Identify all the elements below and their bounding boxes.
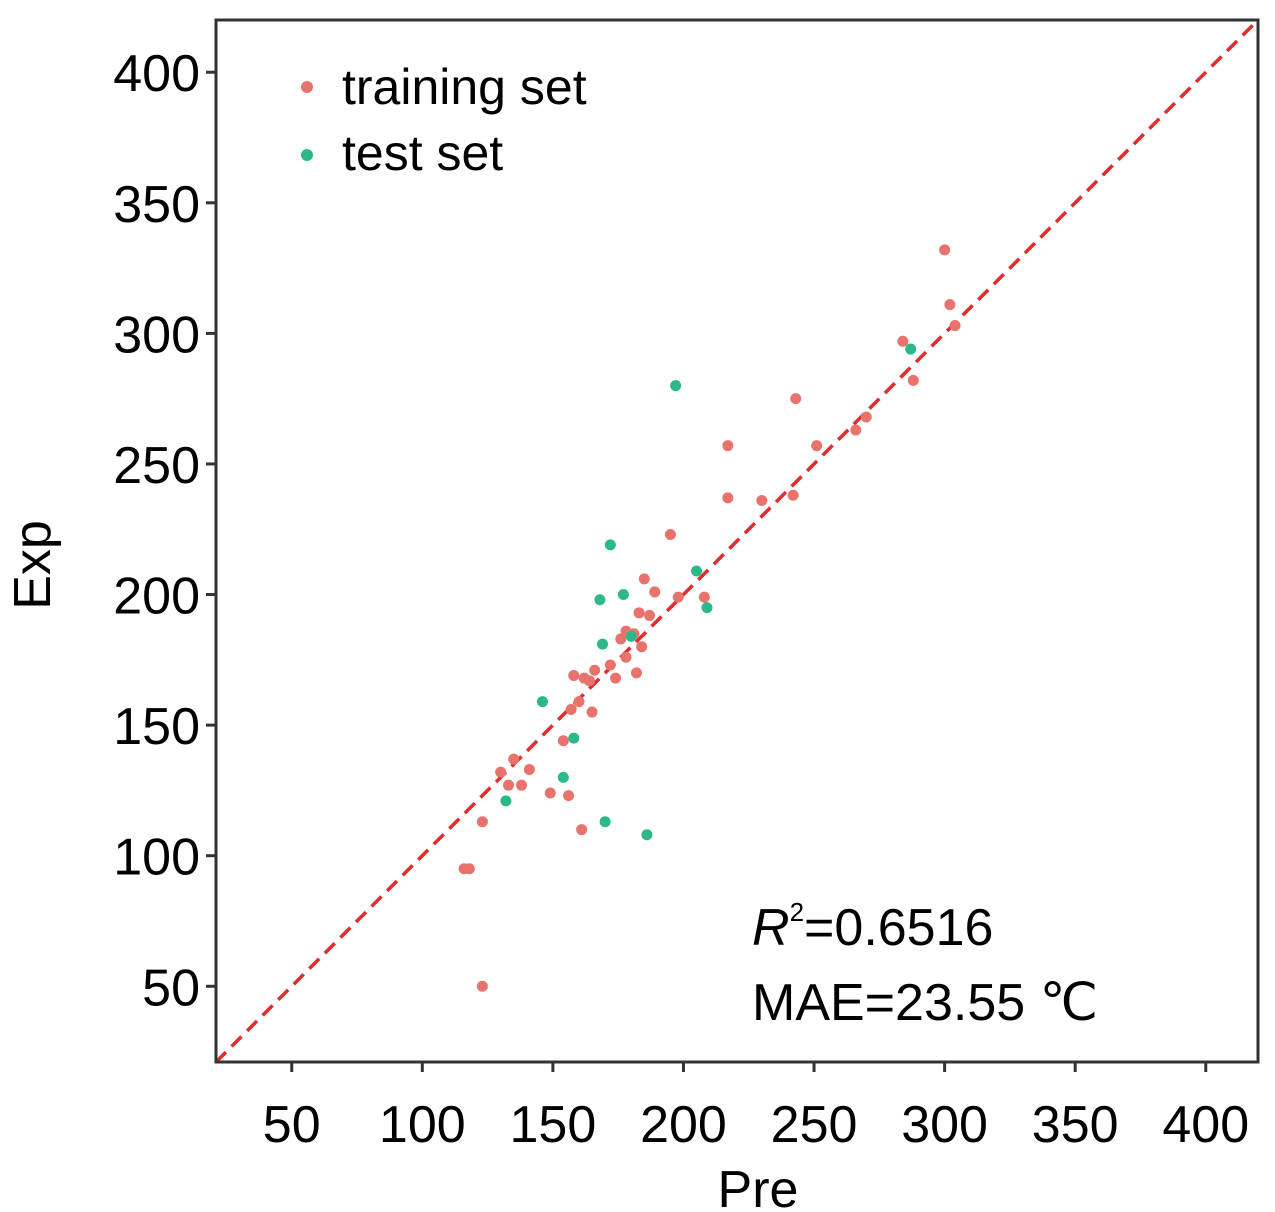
x-tick-label: 100	[379, 1096, 466, 1154]
training-point	[586, 706, 598, 718]
test-point	[670, 380, 682, 392]
r2-value: =0.6516	[804, 899, 993, 957]
test-point	[568, 732, 580, 744]
y-tick-label: 250	[113, 437, 200, 495]
legend: training set test set	[301, 59, 587, 181]
test-point	[597, 638, 609, 650]
training-point	[576, 824, 588, 836]
training-point	[563, 790, 575, 802]
test-point	[557, 771, 569, 783]
test-point	[599, 816, 611, 828]
training-point	[630, 667, 642, 679]
training-point	[811, 440, 823, 452]
training-point	[644, 609, 656, 621]
training-point	[790, 393, 802, 405]
training-point	[516, 779, 528, 791]
y-tick-label: 100	[113, 829, 200, 887]
training-point	[565, 703, 577, 715]
training-point	[897, 335, 909, 347]
y-axis-ticks: 50 100 150 200 250 300 350 400	[113, 45, 216, 1017]
training-point	[508, 753, 520, 765]
y-tick-label: 400	[113, 45, 200, 103]
training-point	[787, 489, 799, 501]
training-point	[610, 672, 622, 684]
test-point	[625, 630, 637, 642]
training-point	[557, 735, 569, 747]
x-axis-ticks: 50 100 150 200 250 300 350 400	[263, 1062, 1249, 1154]
training-point	[476, 816, 488, 828]
training-point	[756, 495, 768, 507]
y-tick-label: 350	[113, 176, 200, 234]
training-point	[633, 607, 645, 619]
test-point	[500, 795, 512, 807]
training-point	[949, 320, 961, 332]
training-point	[722, 440, 734, 452]
legend-label-training-set: training set	[342, 59, 587, 115]
training-point	[944, 299, 956, 311]
training-point	[476, 980, 488, 992]
statistics-annotation: R2=0.6516 MAE=23.55 ℃	[752, 897, 1098, 1032]
x-axis-title: Pre	[718, 1161, 799, 1212]
test-point	[594, 594, 606, 606]
x-tick-label: 300	[901, 1096, 988, 1154]
test-point	[641, 829, 653, 841]
r2-symbol: R	[752, 899, 790, 957]
x-tick-label: 350	[1032, 1096, 1119, 1154]
training-point	[463, 863, 475, 875]
training-point	[523, 764, 535, 776]
training-point	[638, 573, 650, 585]
x-tick-label: 200	[640, 1096, 727, 1154]
training-point	[907, 374, 919, 386]
y-tick-label: 200	[113, 568, 200, 626]
x-tick-label: 400	[1162, 1096, 1249, 1154]
training-point	[649, 586, 661, 598]
x-tick-label: 50	[263, 1096, 321, 1154]
y-tick-label: 300	[113, 306, 200, 364]
test-point	[617, 589, 629, 601]
mae-annotation: MAE=23.55 ℃	[752, 974, 1098, 1032]
training-point	[495, 766, 507, 778]
training-point	[615, 633, 627, 645]
training-point	[502, 779, 514, 791]
training-point	[544, 787, 556, 799]
r2-superscript: 2	[790, 897, 804, 927]
training-point	[573, 696, 585, 708]
r2-annotation: R2=0.6516	[752, 897, 993, 957]
legend-label-test-set: test set	[342, 125, 503, 181]
y-tick-label: 150	[113, 698, 200, 756]
training-point	[698, 591, 710, 603]
identity-reference-line	[214, 18, 1260, 1064]
training-point	[672, 591, 684, 603]
test-point	[701, 602, 713, 614]
y-axis-title: Exp	[4, 520, 62, 610]
training-point	[568, 669, 580, 681]
test-point	[604, 539, 616, 551]
training-point	[664, 528, 676, 540]
legend-marker-training-set	[301, 81, 313, 93]
training-point	[636, 641, 648, 653]
test-point	[905, 343, 917, 355]
legend-marker-test-set	[301, 149, 313, 161]
training-point	[939, 244, 951, 256]
data-points	[458, 244, 961, 992]
x-tick-label: 150	[510, 1096, 597, 1154]
test-point	[536, 696, 548, 708]
training-point	[620, 651, 632, 663]
training-point	[860, 411, 872, 423]
training-point	[722, 492, 734, 504]
plot-frame	[214, 18, 1260, 1064]
training-point	[589, 664, 601, 676]
x-tick-label: 250	[771, 1096, 858, 1154]
training-point	[604, 659, 616, 671]
y-tick-label: 50	[142, 959, 200, 1017]
training-point	[583, 675, 595, 687]
training-point	[850, 424, 862, 436]
test-point	[691, 565, 703, 577]
